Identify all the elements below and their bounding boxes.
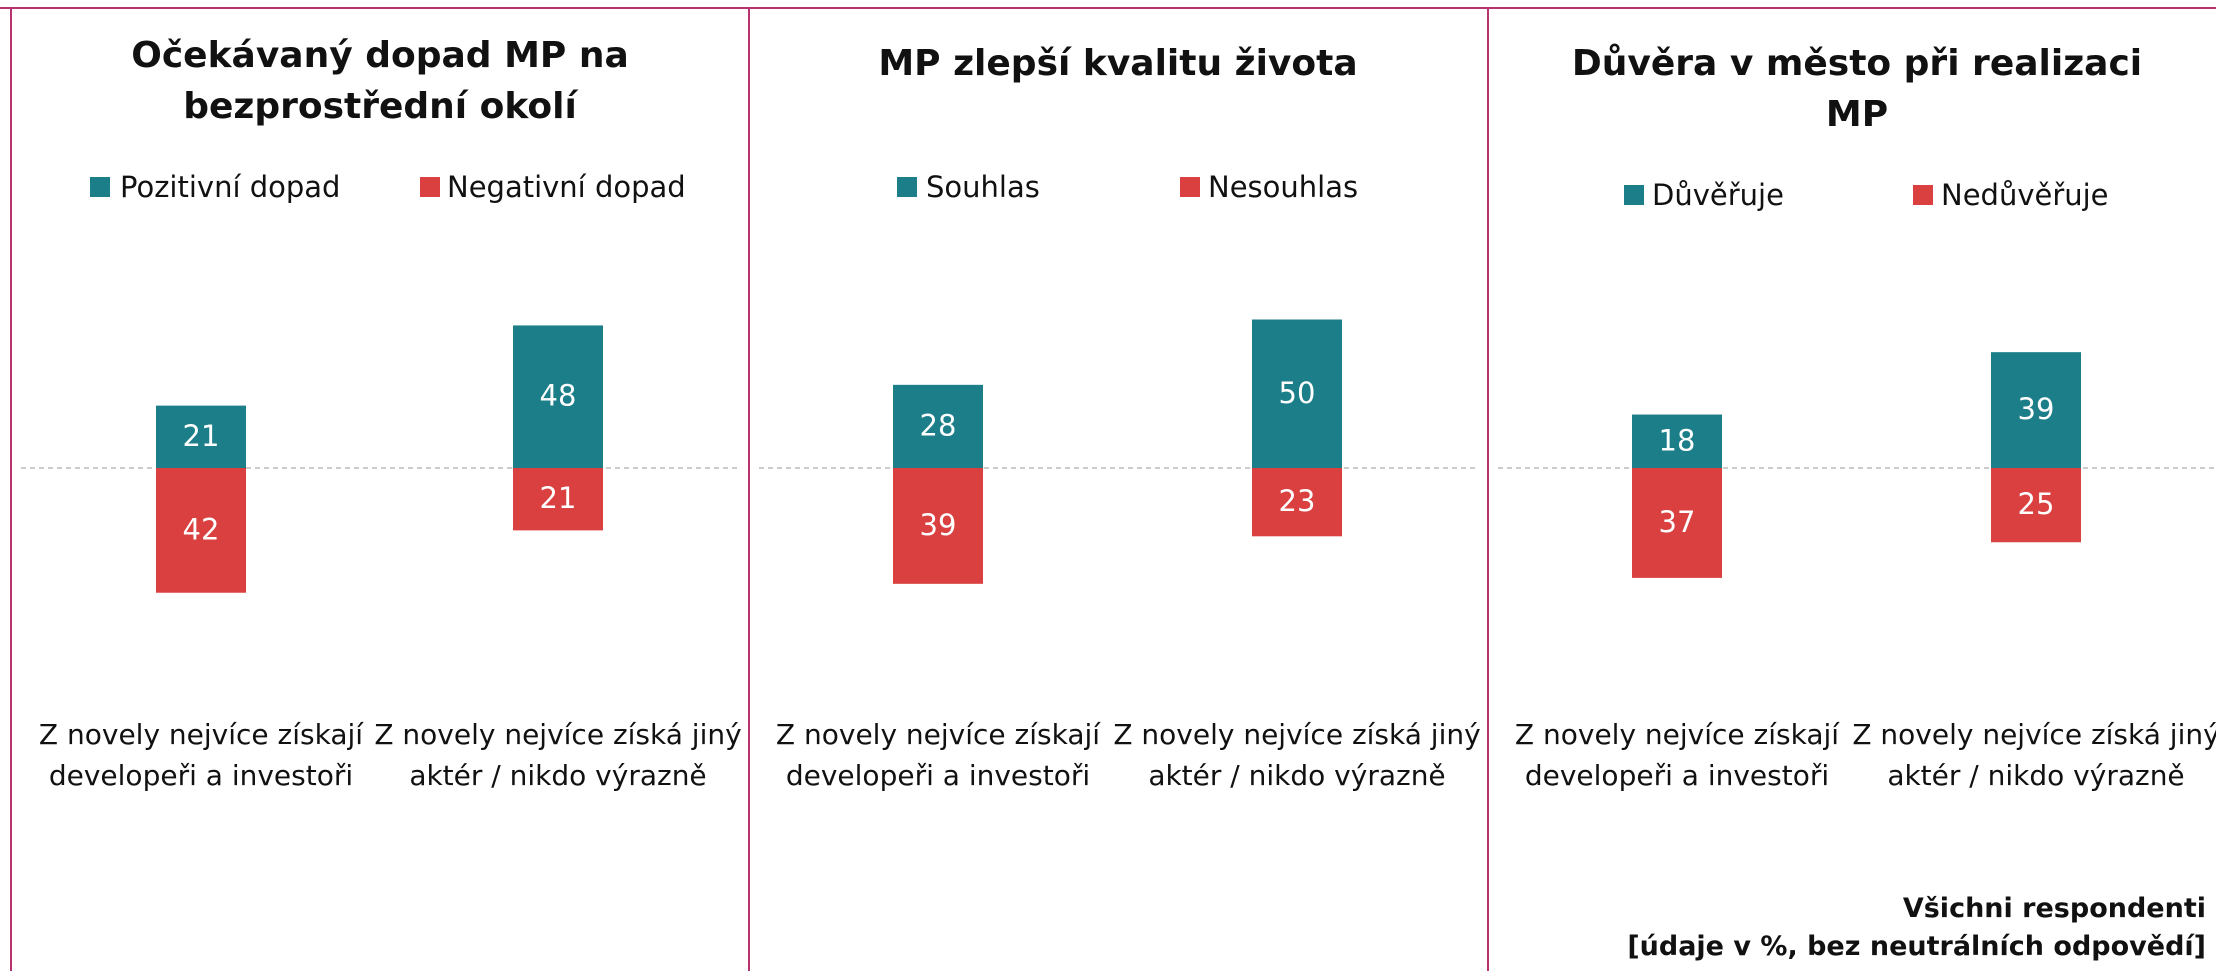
- chart-title: MP zlepší kvalitu života: [878, 43, 1358, 84]
- bar: [1252, 319, 1342, 468]
- chart-title: Očekávaný dopad MP na bezprostřední okol…: [131, 35, 629, 127]
- category-label: Z novely nejvíce získají developeři a in…: [38, 718, 364, 792]
- legend-swatch: [420, 177, 440, 197]
- category-label: Z novely nejvíce získá jiný aktér / nikd…: [1113, 718, 1481, 792]
- legend-label: Nedůvěřuje: [1941, 178, 2109, 212]
- value-label: 21: [540, 481, 577, 515]
- legend-swatch: [897, 177, 917, 197]
- value-label: 42: [183, 512, 220, 546]
- bar: [513, 325, 603, 468]
- legend-swatch: [1624, 185, 1644, 205]
- value-label: 18: [1659, 423, 1696, 457]
- value-label: 48: [540, 379, 577, 413]
- value-label: 37: [1659, 505, 1696, 539]
- bar: [893, 468, 983, 584]
- value-label: 23: [1279, 484, 1316, 518]
- legend-label: Důvěřuje: [1652, 178, 1784, 212]
- bar: [1991, 468, 2081, 543]
- bar: [893, 384, 983, 468]
- legend-swatch: [90, 177, 110, 197]
- footnote: [údaje v %, bez neutrálních odpovědí]: [1627, 931, 2206, 962]
- value-label: 21: [183, 419, 220, 453]
- category-label: Z novely nejvíce získá jiný aktér / nikd…: [1852, 718, 2216, 792]
- value-label: 39: [2018, 392, 2055, 426]
- bar: [156, 405, 246, 468]
- legend-label: Nesouhlas: [1208, 170, 1359, 204]
- value-label: 50: [1279, 376, 1316, 410]
- bar: [1632, 468, 1722, 578]
- value-label: 28: [920, 408, 957, 442]
- category-label: Z novely nejvíce získají developeři a in…: [775, 718, 1101, 792]
- bar: [1632, 414, 1722, 468]
- bar: [1991, 352, 2081, 468]
- chart-title: Důvěra v město při realizaci MP: [1571, 43, 2143, 135]
- value-label: 25: [2018, 487, 2055, 521]
- legend-swatch: [1913, 185, 1933, 205]
- value-label: 39: [920, 508, 957, 542]
- legend-label: Negativní dopad: [447, 170, 686, 204]
- legend-label: Pozitivní dopad: [120, 170, 341, 204]
- bar: [1252, 468, 1342, 537]
- bar: [513, 468, 603, 531]
- legend-swatch: [1180, 177, 1200, 197]
- bar: [156, 468, 246, 593]
- footnote: Všichni respondenti: [1902, 893, 2206, 924]
- category-label: Z novely nejvíce získá jiný aktér / nikd…: [374, 718, 742, 792]
- legend-label: Souhlas: [926, 170, 1040, 204]
- category-label: Z novely nejvíce získají developeři a in…: [1514, 718, 1840, 792]
